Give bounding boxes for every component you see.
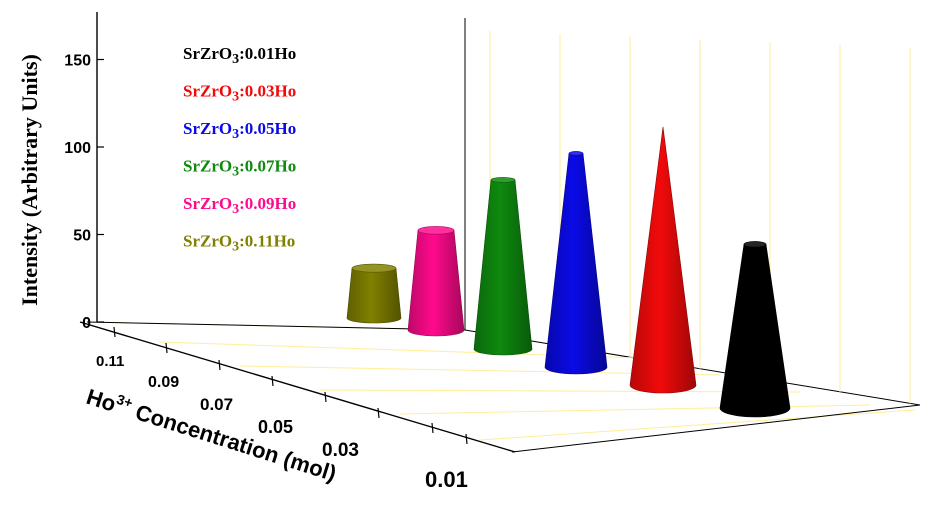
grid <box>86 31 916 441</box>
cone-top-0.09 <box>417 226 455 235</box>
cone-body-0.07 <box>473 179 533 356</box>
cone-body-0.03 <box>629 126 697 394</box>
x-ticks: 0.11 0.09 0.07 0.05 0.03 0.01 <box>96 326 468 492</box>
cone-body-0.01 <box>719 243 791 418</box>
x-tick-label-2: 0.07 <box>200 395 233 414</box>
legend-entry-4: SrZrO3:0.09Ho <box>183 194 296 217</box>
y-axis: 050100150 <box>64 12 104 332</box>
back-wall <box>464 18 921 406</box>
x-tick-7 <box>465 433 468 445</box>
y-ticks: 050100150 <box>64 53 104 332</box>
cone-0.01 <box>719 241 791 418</box>
cones <box>346 126 791 418</box>
cone-0.11 <box>346 263 402 324</box>
x-axis-line <box>79 321 516 453</box>
floor <box>86 321 921 453</box>
y-tick-label-1: 50 <box>73 228 91 245</box>
cone-body-0.11 <box>346 267 402 324</box>
y-tick-label-3: 150 <box>64 53 91 70</box>
grid-floor-line-3 <box>319 389 801 393</box>
x-tick-6 <box>431 422 434 434</box>
x-tick-label-1: 0.09 <box>148 374 179 391</box>
legend: SrZrO3:0.01Ho SrZrO3:0.03Ho SrZrO3:0.05Ho S… <box>183 44 296 255</box>
floor-front-edge <box>511 404 921 453</box>
legend-entry-1: SrZrO3:0.03Ho <box>183 82 296 105</box>
x-tick-label-5: 0.01 <box>425 467 468 492</box>
cone-0.07 <box>473 177 533 356</box>
x-tick-label-4: 0.03 <box>322 440 359 461</box>
cone-0.09 <box>407 226 465 337</box>
x-tick-1 <box>165 342 168 354</box>
grid-floor-line-4 <box>399 404 871 415</box>
x-tick-3 <box>271 375 274 387</box>
grid-floor-line-5 <box>479 409 916 441</box>
legend-entry-2: SrZrO3:0.05Ho <box>183 119 296 142</box>
cone-top-0.01 <box>743 241 767 248</box>
floor-left-edge <box>86 321 466 331</box>
x-axis-title-prefix: Ho <box>83 384 118 417</box>
cone-0.03 <box>629 126 697 394</box>
y-axis-title: Intensity (Arbitrary Units) <box>17 54 42 306</box>
x-tick-2 <box>218 359 221 371</box>
x-tick-4 <box>324 391 327 403</box>
x-tick-0 <box>113 326 116 338</box>
cone-body-0.09 <box>407 230 465 337</box>
x-tick-label-3: 0.05 <box>258 417 293 437</box>
cone-body-0.05 <box>544 153 608 375</box>
x-tick-label-0: 0.11 <box>96 353 124 370</box>
x-axis: 0.11 0.09 0.07 0.05 0.03 0.01 <box>79 321 516 492</box>
cone-top-0.05 <box>568 151 584 156</box>
legend-entry-5: SrZrO3:0.11Ho <box>183 232 295 255</box>
legend-entry-0: SrZrO3:0.01Ho <box>183 44 296 67</box>
x-axis-title-sup: 3+ <box>115 391 135 411</box>
cone-top-0.11 <box>351 263 397 273</box>
cone-0.05 <box>544 151 608 375</box>
cone-top-0.07 <box>490 177 516 183</box>
legend-entry-3: SrZrO3:0.07Ho <box>183 157 296 180</box>
x-tick-5 <box>377 407 380 419</box>
y-tick-label-2: 100 <box>64 140 91 157</box>
